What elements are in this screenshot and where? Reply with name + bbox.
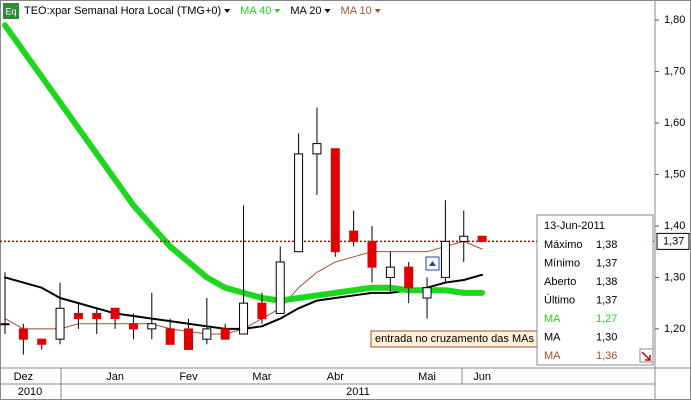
info-box	[536, 214, 654, 366]
candle-body	[128, 323, 138, 330]
x-tick-label: Dez	[14, 371, 34, 383]
chart-title: TEO:xpar Semanal Hora Local (TMG+0)	[24, 5, 221, 17]
indicator-label: MA 40	[240, 5, 271, 17]
x-tick-label: Mar	[252, 371, 271, 383]
info-panel: 13-Jun-2011 Máximo 1,38 Mínimo 1,37 Aberto 1,3…	[536, 214, 654, 366]
candle-body	[37, 338, 47, 345]
info-value: 1,37	[596, 257, 617, 269]
candle-body	[404, 266, 414, 289]
marker-arrow	[429, 261, 436, 266]
icon-label: Eq	[5, 6, 16, 16]
candle-body	[0, 323, 10, 326]
x-tick-label: Abr	[327, 371, 344, 383]
dropdown-arrow	[324, 9, 331, 13]
y-tick-label: 1,30	[664, 271, 685, 283]
y-tick-label: 1,70	[664, 65, 685, 77]
last-price-label: 1,37	[663, 235, 684, 247]
indicator-label: MA 10	[341, 5, 372, 17]
info-label: Mínimo	[544, 257, 580, 269]
x-tick-label: Jun	[473, 371, 491, 383]
candle-body	[110, 307, 120, 320]
candle-body	[202, 328, 212, 340]
candle-body	[165, 328, 175, 345]
candle-body	[220, 328, 230, 340]
y-tick-label: 1,50	[664, 168, 685, 180]
info-value: 1,36	[596, 350, 617, 362]
year-label: 2011	[346, 386, 370, 398]
info-label: Último	[544, 293, 575, 306]
candle-body	[440, 240, 450, 278]
candle-body	[367, 240, 377, 268]
candle-body	[459, 235, 469, 242]
annotation: entrada no cruzamento das MAs	[375, 333, 534, 345]
indicator-label: MA 20	[290, 5, 321, 17]
candle-body	[257, 302, 267, 320]
dropdown-arrow	[274, 9, 281, 13]
candle-body	[294, 153, 304, 253]
y-tick-label: 1,60	[664, 117, 685, 129]
info-value: 1,37	[596, 294, 617, 306]
candle-body	[184, 328, 193, 350]
x-tick-label: Mai	[418, 371, 436, 383]
x-tick-label: Fev	[179, 371, 198, 383]
info-label: Aberto	[544, 276, 576, 288]
info-label: MA	[544, 331, 561, 343]
dropdown-arrow	[224, 9, 231, 13]
y-tick-label: 1,20	[664, 323, 685, 335]
info-value: 1,30	[596, 331, 617, 343]
info-value: 1,27	[596, 313, 617, 325]
x-tick-label: Jan	[106, 371, 124, 383]
candle-body	[477, 235, 487, 242]
candle-body	[312, 143, 322, 155]
candle-body	[92, 312, 102, 320]
header: Eq	[3, 3, 19, 19]
candle-body	[55, 307, 65, 340]
candle-body	[422, 287, 432, 299]
candle-body	[349, 230, 359, 242]
info-label: MA	[544, 313, 561, 325]
corner-arrow	[641, 351, 651, 361]
last-price-box	[656, 232, 690, 250]
year-label: 2010	[18, 386, 42, 398]
candle-body	[18, 328, 28, 340]
candle-body	[239, 302, 249, 335]
candle-body	[73, 312, 83, 320]
candle-body	[330, 148, 340, 253]
info-date: 13-Jun-2011	[544, 220, 605, 232]
info-value: 1,38	[596, 239, 617, 251]
candle-body	[385, 266, 395, 278]
y-tick-label: 1,80	[664, 14, 685, 26]
info-label: MA	[544, 350, 561, 362]
info-label: Máximo	[544, 239, 583, 251]
candle-body	[147, 323, 157, 330]
info-value: 1,38	[596, 276, 617, 288]
y-tick-label: 1,40	[664, 220, 685, 232]
candle-body	[275, 261, 285, 314]
dropdown-arrow	[374, 9, 381, 13]
icon	[3, 3, 19, 19]
